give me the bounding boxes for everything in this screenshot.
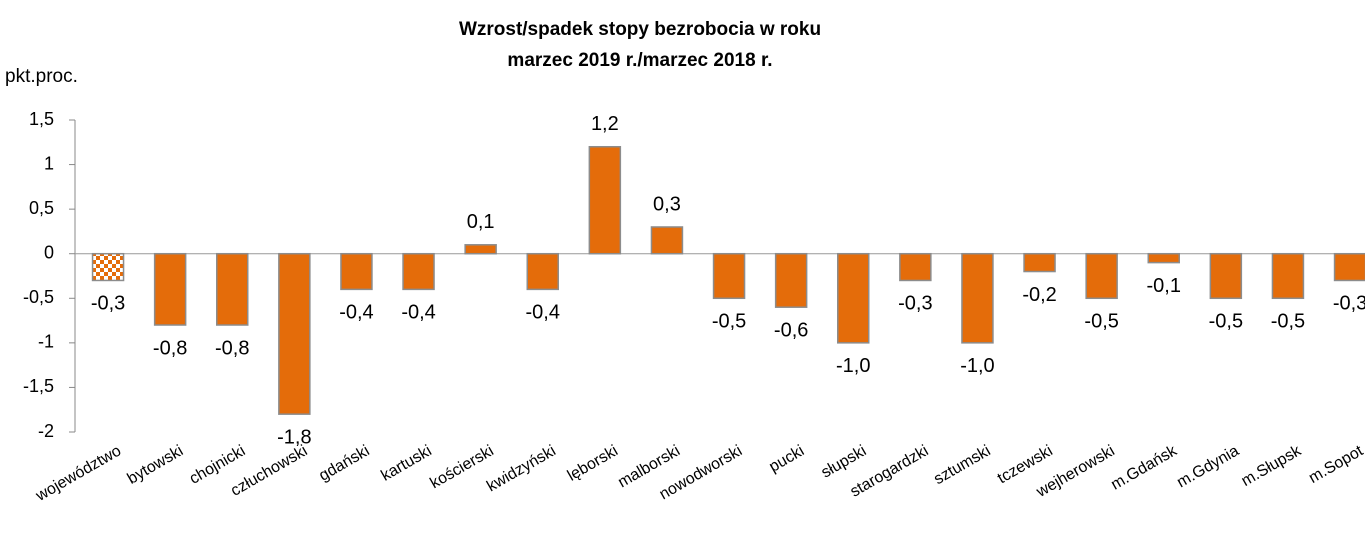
x-tick-label: lęborski (565, 442, 621, 484)
data-label: -0,4 (401, 302, 435, 324)
bar (464, 244, 497, 255)
x-tick-label: kartuski (378, 442, 434, 484)
bar (837, 252, 870, 344)
x-tick-label: województwo (32, 442, 124, 505)
data-label: -1,0 (836, 355, 870, 377)
bar (1333, 252, 1365, 282)
y-tick-label: -1 (38, 332, 54, 352)
data-label: -0,3 (1333, 293, 1365, 315)
y-tick-label: 1 (44, 153, 54, 173)
bar (91, 252, 125, 282)
x-tick-label: gdański (316, 442, 372, 484)
bar (1147, 252, 1180, 264)
data-label: -0,2 (1022, 284, 1056, 306)
y-tick-label: 0 (44, 242, 54, 262)
bar (588, 145, 622, 255)
y-tick-label: -0,5 (23, 287, 54, 307)
bar (650, 226, 684, 255)
data-label: -0,5 (1271, 311, 1305, 333)
data-label: -0,5 (712, 311, 746, 333)
data-label: -0,1 (1147, 275, 1181, 297)
y-tick-label: -1,5 (23, 376, 54, 396)
bar (961, 252, 994, 344)
x-tick-label: m.Sopot (1306, 442, 1365, 487)
bar (526, 252, 559, 291)
data-label: -0,3 (91, 293, 125, 315)
data-label: -0,6 (774, 319, 808, 341)
chart-title: Wzrost/spadek stopy bezrobocia w roku (459, 19, 821, 40)
bar (899, 252, 932, 282)
x-tick-label: słupski (819, 442, 870, 481)
bar (774, 252, 808, 308)
data-label: -1,0 (960, 355, 994, 377)
bar (1085, 252, 1118, 300)
data-label: -0,4 (526, 302, 560, 324)
y-tick-label: 1,5 (29, 109, 54, 129)
data-label: 1,2 (591, 113, 619, 135)
y-tick-label: -2 (38, 421, 54, 441)
bar (1271, 252, 1305, 300)
data-label: -0,5 (1209, 311, 1243, 333)
bar (340, 252, 373, 291)
data-label: 0,3 (653, 193, 681, 215)
bar (278, 252, 311, 415)
data-label: -0,5 (1084, 311, 1118, 333)
bar (402, 252, 435, 291)
data-label: 0,1 (467, 211, 495, 233)
data-label: -0,8 (215, 337, 249, 359)
bar (1209, 252, 1243, 300)
y-axis-label: pkt.proc. (5, 66, 78, 87)
x-tick-label: kwidzyński (484, 442, 559, 495)
x-tick-label: pucki (766, 442, 807, 475)
data-label: -0,8 (153, 337, 187, 359)
x-tick-label: sztumski (931, 442, 993, 488)
data-label: -0,4 (339, 302, 373, 324)
bar (712, 252, 746, 300)
bar (216, 252, 249, 326)
y-tick-label: 0,5 (29, 198, 54, 218)
data-label: -1,8 (277, 426, 311, 448)
data-label: -0,3 (898, 293, 932, 315)
x-tick-label: m.Gdańsk (1108, 442, 1181, 494)
x-tick-label: m.Słupsk (1239, 442, 1305, 490)
bar (1023, 252, 1056, 273)
x-tick-label: bytowski (125, 442, 187, 487)
chart-subtitle: marzec 2019 r./marzec 2018 r. (507, 50, 772, 71)
x-tick-label: m.Gdynia (1174, 442, 1242, 491)
bar (153, 252, 187, 326)
